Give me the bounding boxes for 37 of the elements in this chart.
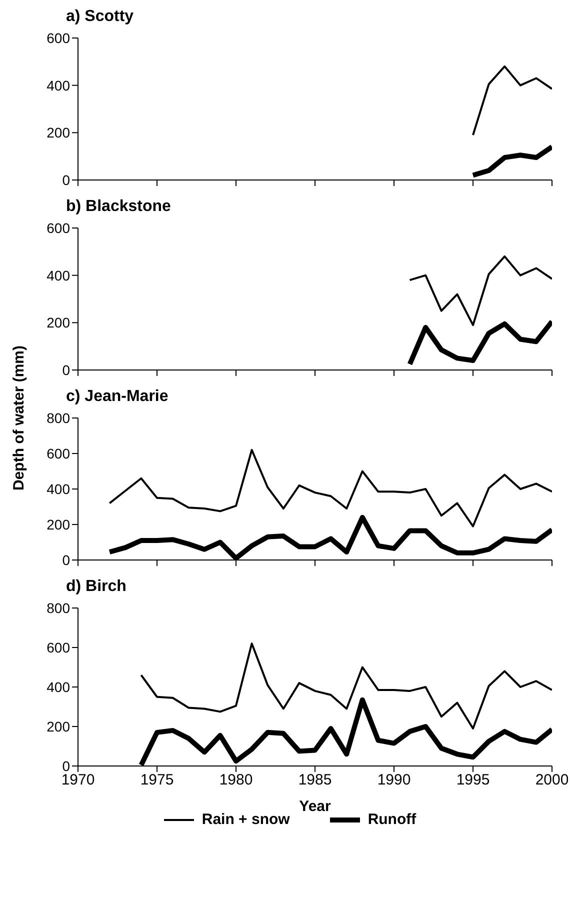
y-tick-label: 200 <box>46 718 70 734</box>
legend-label: Rain + snow <box>202 811 290 828</box>
chart-title: a) Scotty <box>66 8 135 27</box>
y-tick-label: 400 <box>46 480 70 497</box>
line-series <box>408 255 552 326</box>
chart-title: b) Blackstone <box>66 198 172 217</box>
x-tick-label: 1975 <box>140 772 174 789</box>
y-tick-label: 400 <box>46 678 70 695</box>
line-series <box>108 448 552 528</box>
y-tick-label: 600 <box>46 445 70 462</box>
y-axis-title: Depth of water (mm) <box>10 345 28 491</box>
x-tick-label: 1985 <box>298 772 332 789</box>
y-tick-label: 400 <box>46 267 70 284</box>
chart-title: d) Birch <box>66 578 128 597</box>
y-tick-label: 800 <box>46 600 70 616</box>
y-tick-label: 200 <box>46 314 70 331</box>
x-tick-label: 1990 <box>377 772 411 789</box>
x-axis-title: Year <box>299 798 332 815</box>
y-tick-label: 600 <box>46 639 70 656</box>
y-tick-label: 600 <box>46 30 70 46</box>
x-tick-label: 1995 <box>456 772 490 789</box>
y-tick-label: 800 <box>46 410 70 426</box>
line-series <box>140 642 552 730</box>
y-tick-label: 0 <box>62 758 70 774</box>
y-tick-label: 400 <box>46 77 70 94</box>
y-tick-label: 600 <box>46 220 70 236</box>
line-series <box>472 65 552 136</box>
x-tick-label: 2000 <box>535 772 569 789</box>
y-tick-label: 0 <box>62 172 70 188</box>
y-tick-label: 200 <box>46 124 70 141</box>
chart-title: c) Jean-Marie <box>66 388 170 407</box>
x-tick-label: 1980 <box>219 772 253 789</box>
x-tick-label: 1970 <box>61 772 95 789</box>
legend-label: Runoff <box>368 811 416 828</box>
y-tick-label: 0 <box>62 362 70 378</box>
y-tick-label: 0 <box>62 552 70 568</box>
y-tick-label: 200 <box>46 516 70 532</box>
